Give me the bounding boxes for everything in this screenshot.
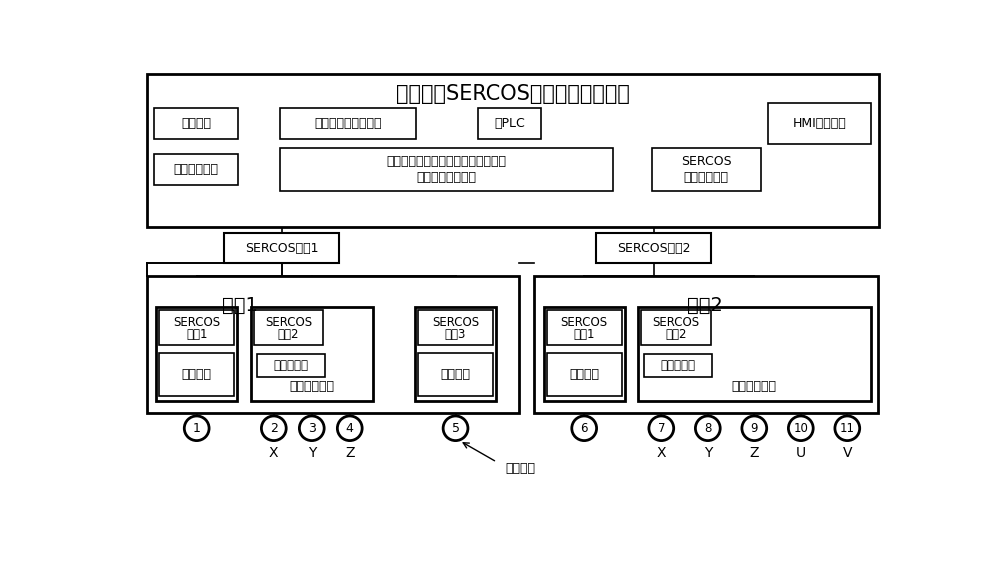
Text: 操作系统: 操作系统 — [181, 117, 211, 130]
FancyBboxPatch shape — [596, 233, 711, 263]
Text: Y: Y — [308, 446, 316, 460]
FancyBboxPatch shape — [547, 310, 622, 345]
Circle shape — [788, 416, 813, 440]
Text: 5: 5 — [452, 422, 460, 435]
Text: 从站2: 从站2 — [278, 328, 299, 341]
Text: X: X — [269, 446, 279, 460]
Text: 2: 2 — [270, 422, 278, 435]
Text: 伺服电机: 伺服电机 — [505, 462, 535, 475]
Text: SERCOS主站2: SERCOS主站2 — [617, 242, 690, 255]
Text: 8: 8 — [704, 422, 711, 435]
Text: 9: 9 — [751, 422, 758, 435]
FancyBboxPatch shape — [159, 353, 234, 396]
Circle shape — [299, 416, 324, 440]
FancyBboxPatch shape — [478, 108, 541, 139]
FancyBboxPatch shape — [280, 108, 416, 139]
Text: SERCOS: SERCOS — [561, 315, 608, 328]
Text: （软件粗插补器）: （软件粗插补器） — [417, 171, 477, 184]
FancyBboxPatch shape — [418, 310, 493, 345]
Text: 从站1: 从站1 — [186, 328, 207, 341]
FancyBboxPatch shape — [644, 354, 712, 378]
Text: 7: 7 — [658, 422, 665, 435]
FancyBboxPatch shape — [638, 307, 871, 401]
Circle shape — [695, 416, 720, 440]
FancyBboxPatch shape — [418, 353, 493, 396]
Text: 单轴伺服: 单轴伺服 — [569, 368, 599, 381]
Text: SERCOS: SERCOS — [432, 315, 479, 328]
Text: 一般基于SERCOS的全软件数控系统: 一般基于SERCOS的全软件数控系统 — [396, 84, 629, 104]
Text: SERCOS: SERCOS — [652, 315, 700, 328]
Circle shape — [443, 416, 468, 440]
FancyBboxPatch shape — [147, 276, 519, 413]
Text: HMI人机界面: HMI人机界面 — [793, 117, 846, 130]
FancyBboxPatch shape — [768, 102, 871, 144]
Text: V: V — [843, 446, 852, 460]
Text: 通讯驱动程序: 通讯驱动程序 — [684, 171, 729, 184]
Text: 从站1: 从站1 — [573, 328, 595, 341]
FancyBboxPatch shape — [547, 353, 622, 396]
Text: 五轴联动驱动: 五轴联动驱动 — [732, 380, 777, 393]
Text: 单轴伺服: 单轴伺服 — [441, 368, 471, 381]
Text: U: U — [796, 446, 806, 460]
FancyBboxPatch shape — [147, 74, 879, 226]
Circle shape — [572, 416, 597, 440]
FancyBboxPatch shape — [159, 310, 234, 345]
Circle shape — [649, 416, 674, 440]
Text: 10: 10 — [793, 422, 808, 435]
Text: 三轴联动驱动: 三轴联动驱动 — [289, 380, 334, 393]
FancyBboxPatch shape — [257, 354, 325, 378]
FancyBboxPatch shape — [251, 307, 373, 401]
Text: Y: Y — [704, 446, 712, 460]
Circle shape — [835, 416, 860, 440]
FancyBboxPatch shape — [415, 307, 496, 401]
Circle shape — [337, 416, 362, 440]
Text: 从站2: 从站2 — [665, 328, 687, 341]
Text: Z: Z — [345, 446, 354, 460]
Text: 4: 4 — [346, 422, 354, 435]
Text: Z: Z — [750, 446, 759, 460]
Text: 三轴精插补: 三轴精插补 — [273, 359, 308, 372]
Text: 软PLC: 软PLC — [494, 117, 525, 130]
FancyBboxPatch shape — [534, 276, 878, 413]
Text: 单轴伺服: 单轴伺服 — [182, 368, 212, 381]
Text: SERCOS: SERCOS — [265, 315, 312, 328]
Circle shape — [184, 416, 209, 440]
Text: 数控代码编译: 数控代码编译 — [174, 163, 219, 176]
FancyBboxPatch shape — [224, 233, 339, 263]
Text: 环路1: 环路1 — [222, 295, 258, 315]
Text: 五轴精插补: 五轴精插补 — [661, 359, 696, 372]
Text: X: X — [657, 446, 666, 460]
Text: 1: 1 — [193, 422, 201, 435]
Text: SERCOS: SERCOS — [681, 155, 732, 168]
Text: 6: 6 — [580, 422, 588, 435]
FancyBboxPatch shape — [280, 148, 613, 191]
Circle shape — [261, 416, 286, 440]
FancyBboxPatch shape — [154, 108, 238, 139]
FancyBboxPatch shape — [154, 154, 238, 185]
Text: 环路2: 环路2 — [687, 295, 723, 315]
Text: 基于数据采样法插补的软运动控制器: 基于数据采样法插补的软运动控制器 — [387, 155, 507, 168]
Text: 3: 3 — [308, 422, 316, 435]
Text: SERCOS主站1: SERCOS主站1 — [245, 242, 318, 255]
FancyBboxPatch shape — [544, 307, 625, 401]
Text: 11: 11 — [840, 422, 855, 435]
FancyBboxPatch shape — [641, 310, 711, 345]
FancyBboxPatch shape — [254, 310, 323, 345]
Text: SERCOS: SERCOS — [173, 315, 220, 328]
Text: 刀具补偿、故障诊断: 刀具补偿、故障诊断 — [314, 117, 382, 130]
FancyBboxPatch shape — [156, 307, 237, 401]
Circle shape — [742, 416, 767, 440]
FancyBboxPatch shape — [652, 148, 761, 191]
Text: 从站3: 从站3 — [445, 328, 466, 341]
